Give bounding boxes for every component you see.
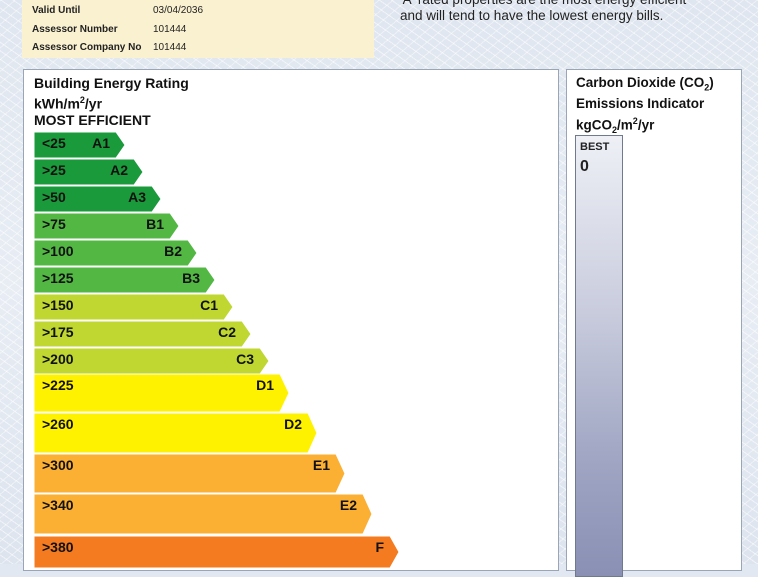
co2-best-value: 0: [580, 158, 589, 175]
rating-band-range: >340: [42, 497, 74, 513]
rating-band-label: D1: [256, 377, 274, 393]
rating-band-arrow: [33, 293, 234, 321]
rating-band-arrow: [33, 453, 346, 494]
rating-band-b3: >125 B3: [33, 266, 216, 294]
rating-band-arrow: [33, 266, 216, 294]
rating-band-range: >125: [42, 270, 74, 286]
info-label: Assessor Number: [32, 24, 118, 35]
co2-scale-bar: BEST 0: [575, 135, 623, 577]
rating-band-arrow: [33, 158, 144, 186]
rating-band-range: >150: [42, 297, 74, 313]
rating-band-range: >200: [42, 351, 74, 367]
ber-title: Building Energy Rating kWh/m2/yr MOST EF…: [34, 75, 189, 128]
rating-band-label: B1: [146, 216, 164, 232]
co2-unit: kgCO2/m2/yr: [576, 115, 655, 135]
rating-band-range: >25: [42, 162, 66, 178]
rating-band-arrow: [33, 412, 318, 454]
rating-band-arrow: [33, 373, 290, 413]
rating-band-range: >175: [42, 324, 74, 340]
rating-band-c1: >150 C1: [33, 293, 234, 321]
rating-band-arrow: [33, 185, 162, 213]
rating-band-label: E1: [312, 457, 330, 473]
rating-band-label: A3: [128, 189, 146, 205]
rating-band-arrow: [33, 212, 180, 240]
info-label: Valid Until: [32, 5, 81, 16]
rating-band-label: C2: [218, 324, 236, 340]
co2-title: Carbon Dioxide (CO2) Emissions Indicator…: [576, 75, 714, 138]
rating-explanation-line-2: and will tend to have the lowest energy …: [400, 8, 664, 23]
rating-band-range: >380: [42, 539, 74, 555]
info-row-valid-until: Valid Until 03/04/2036: [32, 5, 372, 19]
rating-band-arrow: [33, 347, 270, 375]
rating-band-range: <25: [42, 135, 66, 151]
info-value: 101444: [153, 42, 187, 53]
building-energy-rating-panel: Building Energy Rating kWh/m2/yr MOST EF…: [23, 69, 559, 571]
rating-band-label: C1: [200, 297, 218, 313]
ber-most-efficient-label: MOST EFFICIENT: [34, 111, 151, 128]
co2-title-line-1: Carbon Dioxide (CO2): [576, 75, 714, 93]
rating-band-arrow: [33, 239, 198, 267]
rating-band-d1: >225 D1: [33, 373, 290, 413]
rating-band-label: B2: [164, 243, 182, 259]
rating-explanation-line-1: 'A' rated properties are the most energy…: [400, 0, 740, 8]
co2-best-label: BEST: [580, 141, 610, 153]
co2-emissions-panel: Carbon Dioxide (CO2) Emissions Indicator…: [566, 69, 742, 577]
rating-band-b2: >100 B2: [33, 239, 198, 267]
rating-band-arrow: [33, 320, 252, 348]
rating-band-arrow: [33, 493, 373, 535]
rating-band-range: >260: [42, 416, 74, 432]
info-row-assessor-company: Assessor Company No 101444: [32, 42, 372, 56]
rating-band-label: C3: [236, 351, 254, 367]
info-row-assessor-number: Assessor Number 101444: [32, 24, 372, 38]
rating-band-label: A2: [110, 162, 128, 178]
info-label: Assessor Company No: [32, 42, 142, 53]
rating-band-label: F: [375, 539, 384, 555]
rating-band-arrow: [33, 535, 400, 569]
rating-band-range: >100: [42, 243, 74, 259]
info-value: 101444: [153, 24, 187, 35]
assessment-info-box: Valid Until 03/04/2036 Assessor Number 1…: [22, 0, 374, 58]
rating-band-a3: >50 A3: [33, 185, 162, 213]
rating-band-label: A1: [92, 135, 110, 151]
rating-band-f: >380 F: [33, 535, 400, 569]
rating-band-label: B3: [182, 270, 200, 286]
ber-unit: kWh/m2/yr: [34, 94, 103, 112]
info-value: 03/04/2036: [153, 5, 204, 16]
rating-band-e1: >300 E1: [33, 453, 346, 494]
rating-band-range: >300: [42, 457, 74, 473]
rating-band-range: >225: [42, 377, 74, 393]
rating-explanation: 'A' rated properties are the most energy…: [400, 0, 740, 24]
rating-band-label: E2: [339, 497, 357, 513]
rating-band-arrow: [33, 131, 126, 159]
rating-band-a2: >25 A2: [33, 158, 144, 186]
rating-band-e2: >340 E2: [33, 493, 373, 535]
ber-title-line-1: Building Energy Rating: [34, 75, 189, 91]
rating-band-c3: >200 C3: [33, 347, 270, 375]
rating-band-b1: >75 B1: [33, 212, 180, 240]
rating-band-a1: <25 A1: [33, 131, 126, 159]
co2-title-line-2: Emissions Indicator: [576, 96, 705, 112]
rating-band-d2: >260 D2: [33, 412, 318, 454]
rating-band-c2: >175 C2: [33, 320, 252, 348]
rating-band-label: D2: [284, 416, 302, 432]
rating-band-range: >50: [42, 189, 66, 205]
rating-band-range: >75: [42, 216, 66, 232]
